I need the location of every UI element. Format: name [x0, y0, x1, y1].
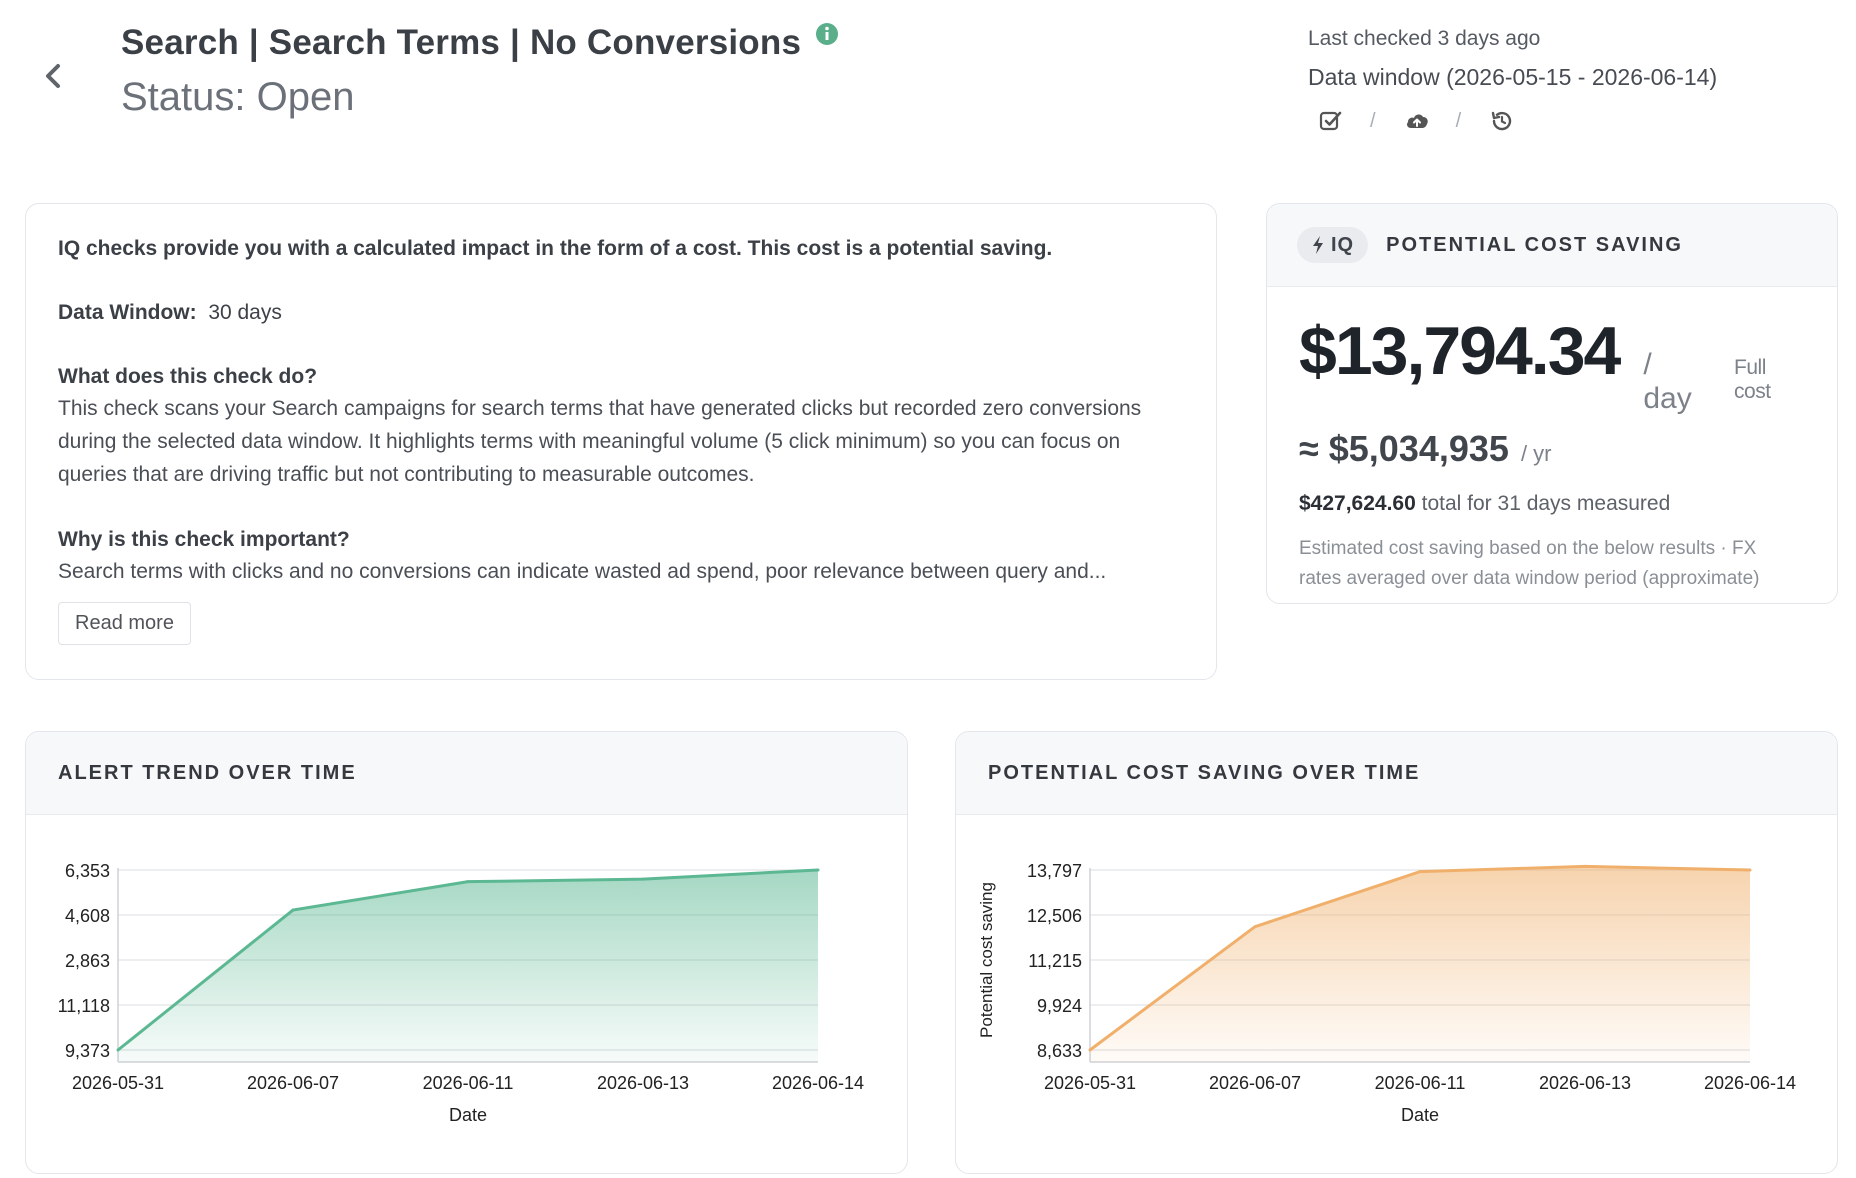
series-area	[118, 870, 818, 1062]
x-tick-label: 2026-06-07	[1209, 1073, 1301, 1093]
x-tick-label: 2026-05-31	[72, 1073, 164, 1093]
what-body-line: during the selected data window. It high…	[58, 430, 1121, 453]
cost-saving-trend-title: POTENTIAL COST SAVING OVER TIME	[988, 761, 1421, 784]
x-tick-label: 2026-06-07	[247, 1073, 339, 1093]
data-point[interactable]	[641, 877, 645, 881]
y-tick-label: 9,924	[1037, 996, 1082, 1016]
y-tick-label: 13,797	[1027, 861, 1082, 881]
series-area	[1090, 866, 1750, 1062]
cost-saving-trend-card: POTENTIAL COST SAVING OVER TIME 8,633 9,9…	[955, 731, 1838, 1174]
info-circle-icon[interactable]	[815, 22, 839, 46]
separator: /	[1455, 109, 1462, 132]
y-tick-label: 11,215	[1028, 951, 1082, 971]
page-title: Search | Search Terms | No Conversions	[121, 23, 802, 62]
x-tick-label: 2026-06-14	[1704, 1073, 1796, 1093]
data-point[interactable]	[291, 908, 295, 912]
cloud-upload-icon[interactable]	[1404, 108, 1430, 134]
cost-note: Estimated cost saving based on the below…	[1299, 534, 1805, 594]
cost-note-line: rates averaged over data window period (…	[1299, 568, 1760, 589]
data-point[interactable]	[116, 1048, 120, 1052]
data-point[interactable]	[816, 868, 820, 872]
title-block: Search | Search Terms | No Conversions S…	[121, 22, 839, 120]
potential-cost-saving-card: IQ POTENTIAL COST SAVING $13,794.34 / da…	[1266, 203, 1838, 604]
data-point[interactable]	[1748, 868, 1752, 872]
cost-card-header: IQ POTENTIAL COST SAVING	[1267, 204, 1837, 287]
info-lead: IQ checks provide you with a calculated …	[58, 237, 1053, 260]
y-tick-label: 2,863	[65, 951, 110, 971]
y-tick-label: 11,118	[58, 996, 110, 1016]
why-heading: Why is this check important?	[58, 528, 350, 551]
meta-actions: / /	[1318, 108, 1717, 134]
data-window-row: Data Window: 30 days	[58, 298, 1184, 328]
separator: /	[1370, 109, 1376, 132]
cost-saving-trend-chart: 8,633 9,924 11,215 12,506 13,797 2026-05-31 20…	[977, 861, 1796, 1125]
x-tick-label: 2026-06-13	[1539, 1073, 1631, 1093]
data-window-label: Data Window:	[58, 301, 197, 324]
alert-trend-title: ALERT TREND OVER TIME	[58, 761, 357, 784]
what-body: This check scans your Search campaigns f…	[58, 392, 1184, 491]
cost-card-title: POTENTIAL COST SAVING	[1386, 233, 1683, 256]
y-tick-label: 6,353	[65, 861, 110, 881]
data-point[interactable]	[1088, 1048, 1092, 1052]
iq-badge: IQ	[1297, 227, 1369, 263]
data-window-text: Data window (2026-05-15 - 2026-06-14)	[1308, 64, 1718, 90]
y-tick-label: 9,373	[65, 1041, 110, 1061]
x-tick-label: 2026-06-14	[772, 1073, 864, 1093]
data-window-value: 30 days	[208, 301, 282, 324]
per-year-label: / yr	[1520, 441, 1552, 466]
yearly-cost-amount: ≈ $5,034,935	[1299, 428, 1509, 469]
what-heading: What does this check do?	[58, 365, 318, 388]
y-axis-label: Potential cost saving	[977, 882, 996, 1038]
alert-trend-chart: 9,373 11,118 2,863 4,608 6,353 2026-05-31 2026…	[58, 861, 864, 1125]
why-body: Search terms with clicks and no conversi…	[58, 560, 1107, 583]
status-text: Status: Open	[121, 75, 355, 119]
read-more-button[interactable]: Read more	[58, 602, 191, 645]
x-axis-label: Date	[1401, 1105, 1439, 1125]
x-tick-label: 2026-06-11	[1375, 1073, 1466, 1093]
total-amount: $427,624.60	[1299, 492, 1416, 515]
total-measured: $427,624.60 total for 31 days measured	[1299, 492, 1805, 516]
what-body-line: queries that are driving traffic but not…	[58, 463, 755, 486]
what-body-line: This check scans your Search campaigns f…	[58, 397, 1142, 420]
data-point[interactable]	[1253, 925, 1257, 929]
check-info-card: IQ checks provide you with a calculated …	[25, 203, 1217, 680]
iq-badge-label: IQ	[1331, 233, 1355, 256]
data-point[interactable]	[1418, 870, 1422, 874]
alert-trend-card: ALERT TREND OVER TIME 9,373 11,118 2,863 4,…	[25, 731, 908, 1174]
data-point[interactable]	[1583, 864, 1587, 868]
x-tick-label: 2026-05-31	[1044, 1073, 1136, 1093]
total-text: total for 31 days measured	[1421, 492, 1671, 515]
check-meta: Last checked 3 days ago Data window (202…	[1308, 24, 1717, 134]
check-square-icon[interactable]	[1318, 108, 1344, 134]
y-tick-label: 12,506	[1027, 906, 1082, 926]
per-day-label: / day	[1643, 348, 1692, 415]
data-point[interactable]	[466, 880, 470, 884]
back-button[interactable]	[36, 58, 72, 94]
x-tick-label: 2026-06-13	[597, 1073, 689, 1093]
bolt-icon	[1313, 236, 1323, 254]
x-axis-label: Date	[449, 1105, 487, 1125]
chevron-left-icon	[46, 64, 60, 88]
full-cost-label: Full cost	[1734, 356, 1771, 403]
cost-note-line: Estimated cost saving based on the below…	[1299, 538, 1757, 559]
x-tick-label: 2026-06-11	[423, 1073, 514, 1093]
history-icon[interactable]	[1489, 108, 1515, 134]
y-tick-label: 8,633	[1037, 1041, 1082, 1061]
last-checked-text: Last checked 3 days ago	[1308, 27, 1541, 50]
daily-cost-amount: $13,794.34	[1299, 313, 1621, 389]
y-tick-label: 4,608	[65, 906, 110, 926]
